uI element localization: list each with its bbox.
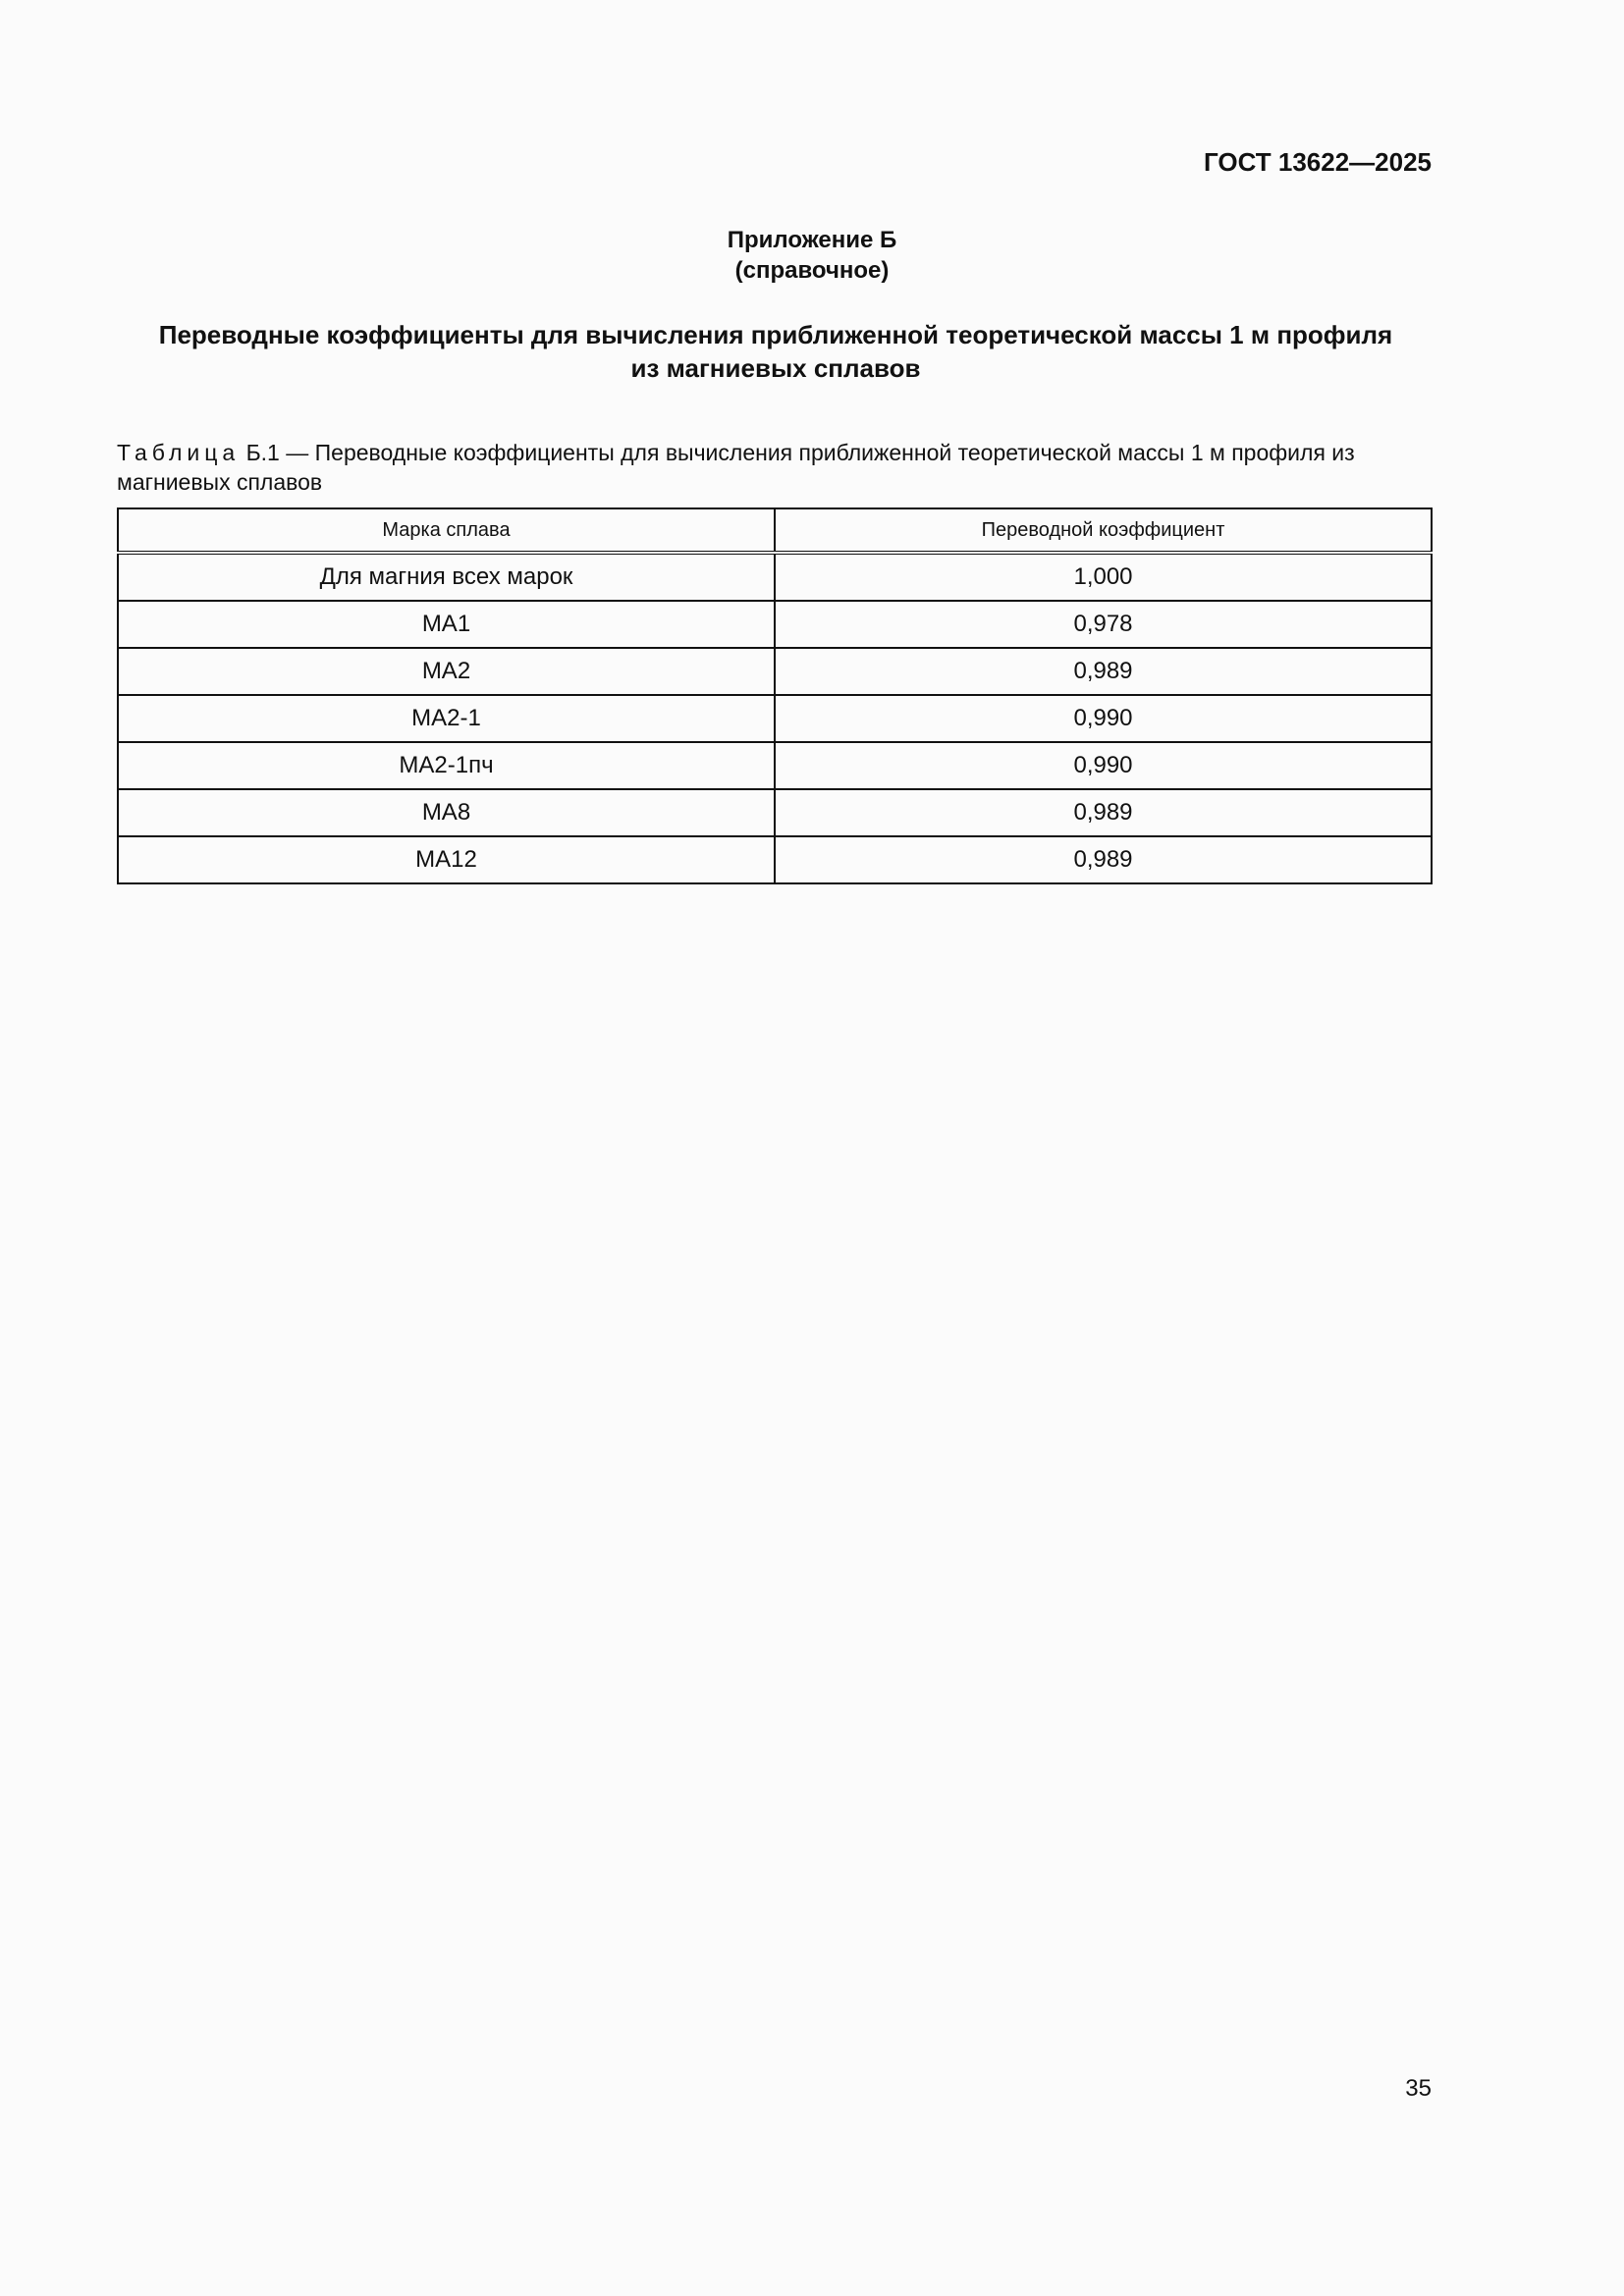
alloy-grade-cell: МА12 (117, 835, 776, 884)
column-header: Марка сплава (117, 507, 776, 555)
document-code: ГОСТ 13622—2025 (1204, 147, 1432, 177)
alloy-grade-cell: МА8 (117, 788, 776, 837)
alloy-grade-cell: МА2-1 (117, 694, 776, 743)
table-row: Для магния всех марок 1,000 (117, 552, 1433, 602)
coefficients-table: Марка сплава Переводной коэффициент Для … (117, 507, 1433, 884)
table-row: МА1 0,978 (117, 600, 1433, 649)
alloy-grade-cell: МА2 (117, 647, 776, 696)
table-row: МА2-1пч 0,990 (117, 741, 1433, 790)
annex-type: (справочное) (734, 257, 890, 284)
column-header: Переводной коэффициент (774, 507, 1433, 555)
coefficient-cell: 0,990 (774, 694, 1433, 743)
table-row: МА2-1 0,990 (117, 694, 1433, 743)
coefficient-cell: 1,000 (774, 552, 1433, 602)
annex-title: Приложение Б (727, 227, 897, 253)
alloy-grade-cell: Для магния всех марок (117, 552, 776, 602)
table-row: МА2 0,989 (117, 647, 1433, 696)
alloy-grade-cell: МА1 (117, 600, 776, 649)
coefficient-cell: 0,989 (774, 788, 1433, 837)
coefficient-cell: 0,989 (774, 835, 1433, 884)
table-row: МА12 0,989 (117, 835, 1433, 884)
coefficient-cell: 0,989 (774, 647, 1433, 696)
coefficient-cell: 0,978 (774, 600, 1433, 649)
table-caption: Таблица Б.1 — Переводные коэффициенты дл… (117, 438, 1433, 497)
table-caption-label: Таблица (117, 440, 241, 465)
page-number: 35 (1405, 2075, 1432, 2102)
table-row: МА8 0,989 (117, 788, 1433, 837)
coefficient-cell: 0,990 (774, 741, 1433, 790)
table-header-row: Марка сплава Переводной коэффициент (117, 507, 1433, 555)
table-caption-text: Б.1 — Переводные коэффициенты для вычисл… (117, 440, 1355, 495)
section-title: Переводные коэффициенты для вычисления п… (158, 320, 1393, 383)
alloy-grade-cell: МА2-1пч (117, 741, 776, 790)
